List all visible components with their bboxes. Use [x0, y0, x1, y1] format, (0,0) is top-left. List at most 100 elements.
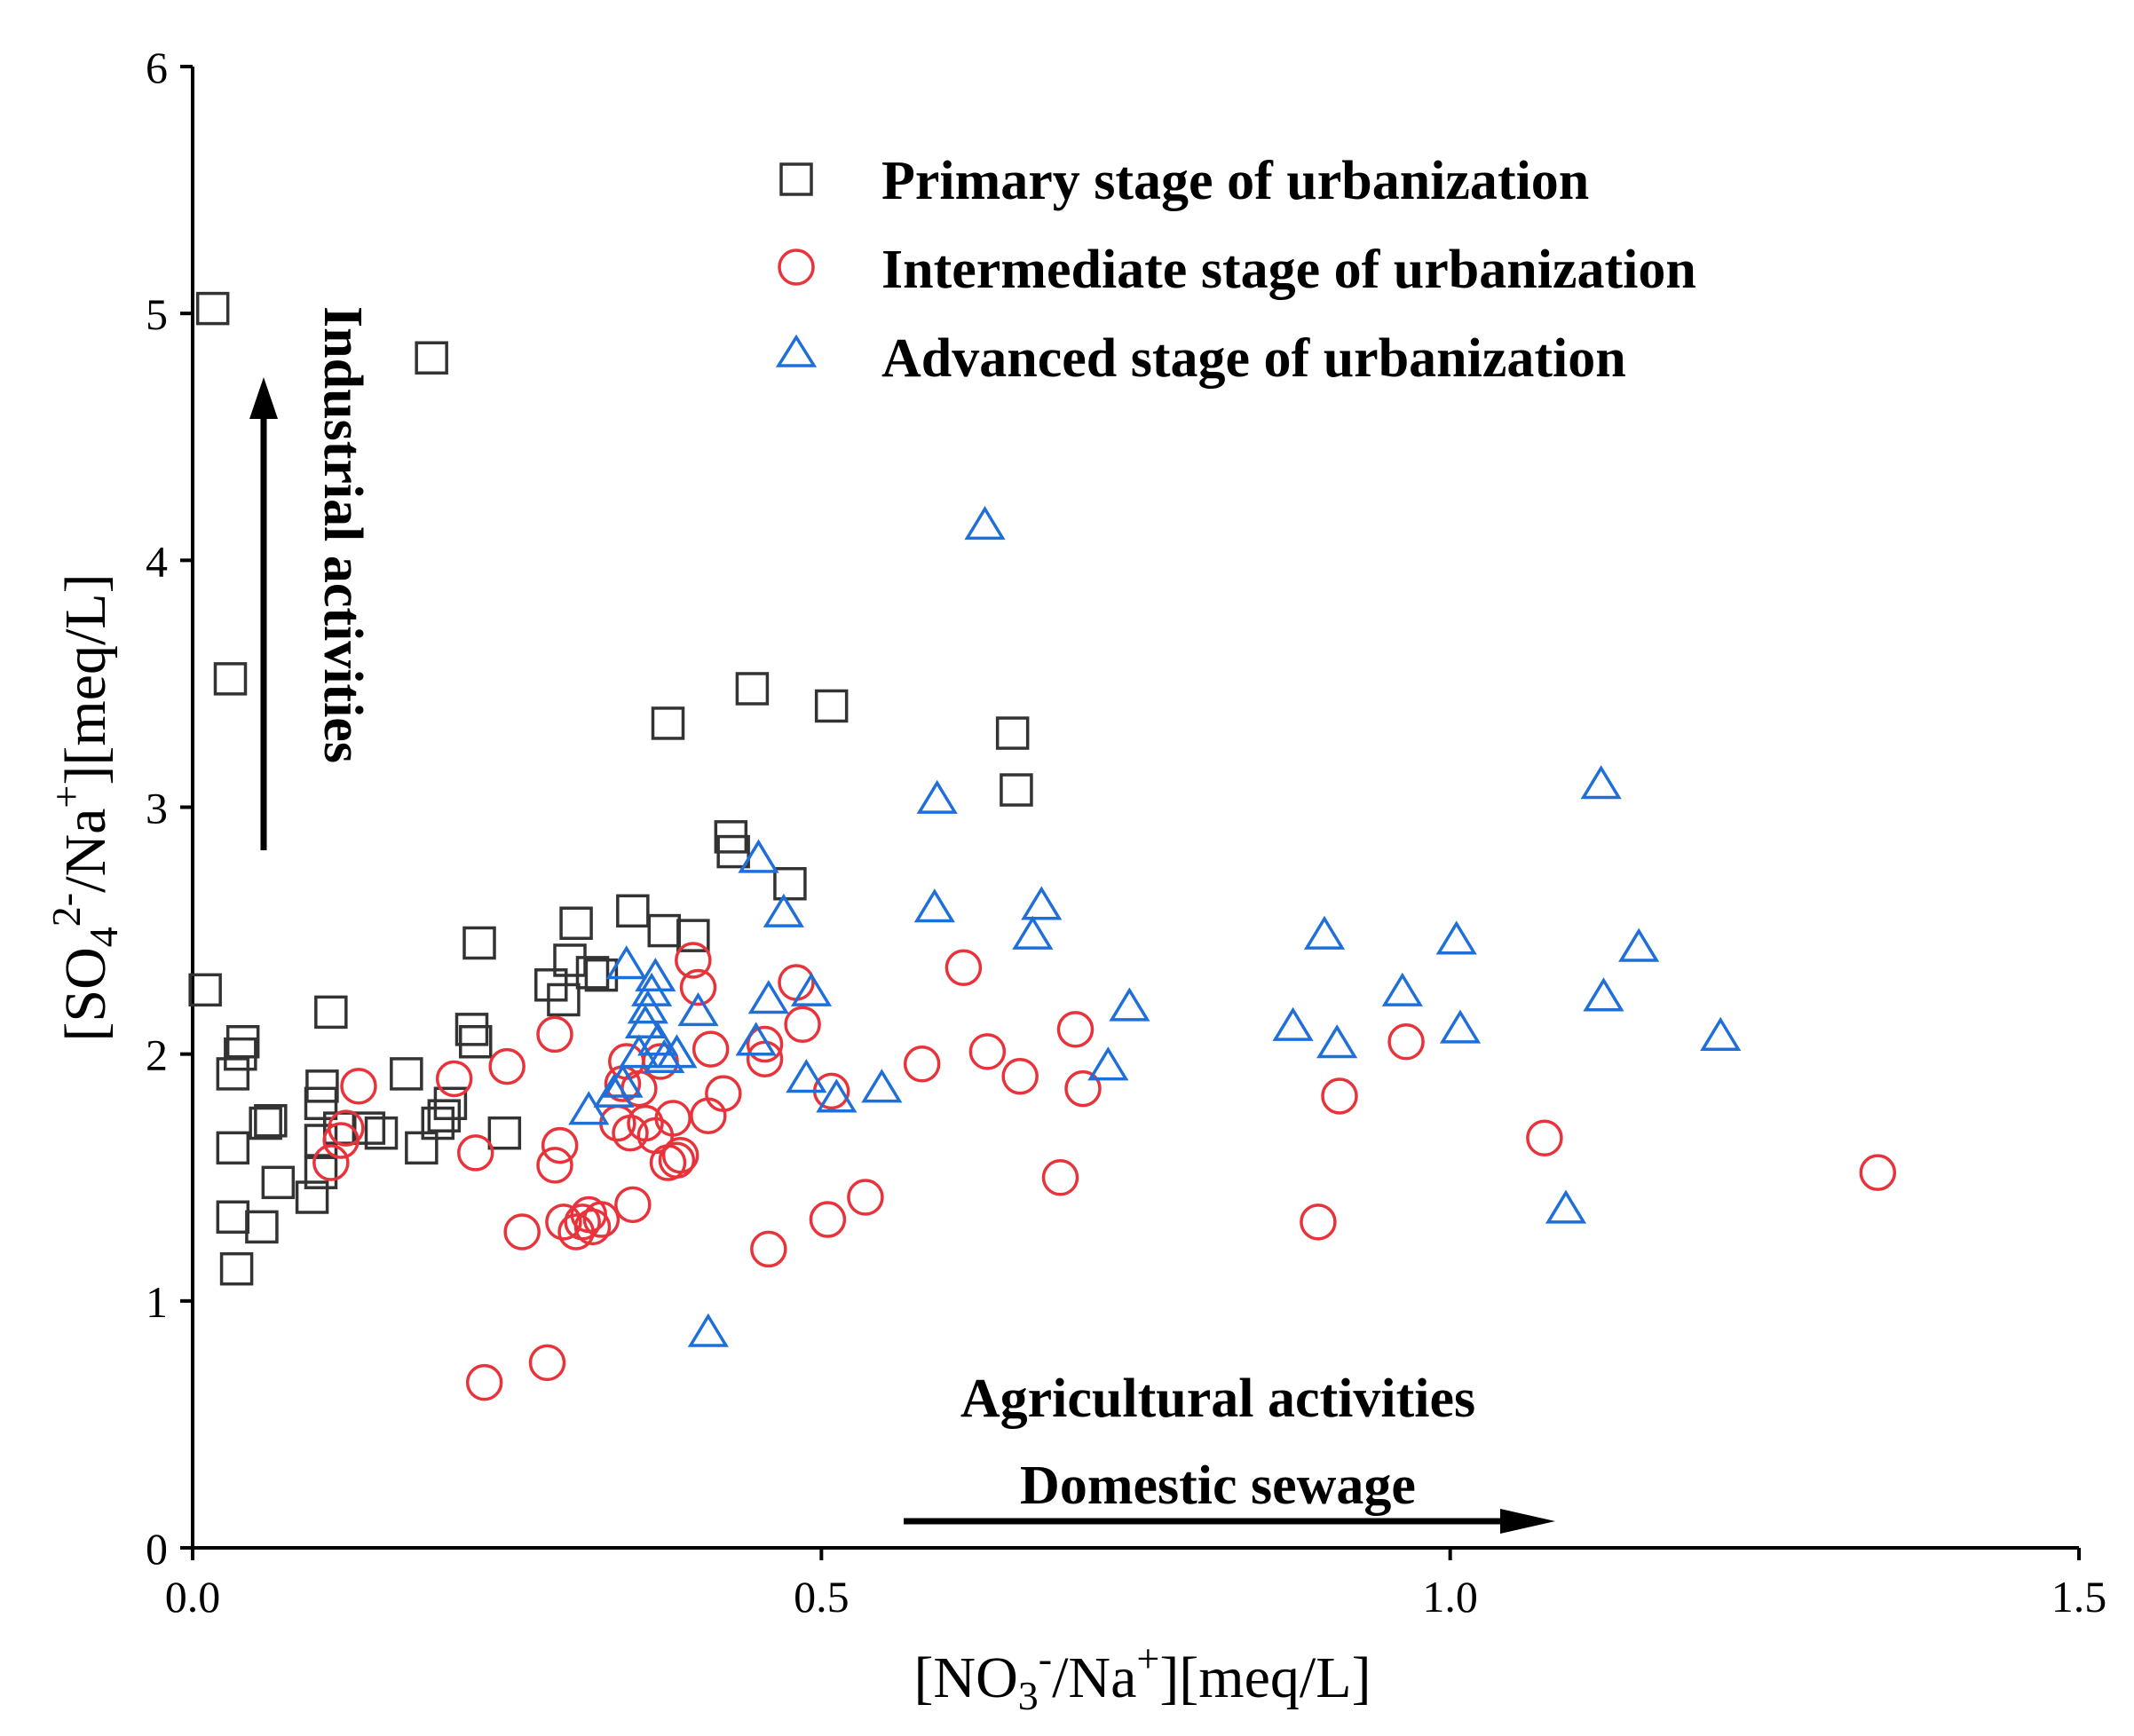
- data-point-triangle: [618, 1034, 660, 1069]
- data-point-triangle: [916, 779, 958, 814]
- data-point-triangle: [735, 1022, 777, 1056]
- data-point-square: [651, 706, 685, 740]
- data-point-circle: [528, 1344, 566, 1382]
- data-point-square: [415, 341, 448, 375]
- data-point-circle: [784, 1006, 821, 1044]
- data-point-circle: [541, 1126, 579, 1164]
- domestic-annotation: Domestic sewage: [1020, 1456, 1416, 1516]
- data-point-triangle: [1580, 765, 1622, 800]
- data-point-triangle: [786, 1059, 827, 1093]
- data-point-circle: [661, 1136, 699, 1174]
- data-point-circle: [903, 1046, 941, 1083]
- data-point-triangle: [687, 1313, 729, 1347]
- data-point-square: [676, 919, 710, 952]
- data-point-triangle: [635, 958, 676, 992]
- y-tick-label: 3: [146, 784, 168, 833]
- data-point-triangle: [913, 888, 955, 923]
- data-point-circle: [614, 1186, 652, 1224]
- data-point-circle: [536, 1147, 573, 1184]
- data-point-square: [295, 1180, 329, 1214]
- data-point-square: [188, 973, 222, 1007]
- data-point-square: [575, 956, 610, 990]
- data-point-circle: [944, 949, 983, 987]
- data-point-circle: [488, 1047, 526, 1085]
- data-point-triangle: [790, 972, 833, 1006]
- data-point-square: [213, 662, 248, 696]
- y-tick-label: 1: [146, 1277, 168, 1327]
- data-point-triangle: [1439, 1009, 1482, 1044]
- data-point-circle: [465, 1363, 503, 1401]
- data-point-circle: [847, 1179, 884, 1216]
- agricultural-annotation: Agricultural activities: [960, 1369, 1475, 1429]
- data-point-square: [195, 291, 230, 326]
- data-point-triangle: [816, 1078, 858, 1113]
- data-point-square: [462, 926, 496, 960]
- data-point-triangle: [627, 990, 668, 1024]
- data-point-triangle: [861, 1069, 903, 1103]
- data-point-circle: [692, 1030, 730, 1068]
- data-point-square: [454, 1013, 489, 1046]
- data-point-circle: [545, 1203, 582, 1241]
- data-point-square: [304, 1156, 338, 1189]
- data-point-circle: [627, 1104, 664, 1142]
- data-point-triangle: [605, 945, 647, 980]
- data-point-circle: [1859, 1154, 1897, 1191]
- data-point-triangle: [1316, 1024, 1358, 1059]
- data-point-circle: [1387, 1023, 1425, 1061]
- data-point-triangle: [1087, 1046, 1129, 1081]
- data-point-circle: [675, 942, 712, 979]
- data-point-circle: [328, 1109, 365, 1147]
- data-point-triangle: [1021, 886, 1063, 920]
- data-point-triangle: [677, 992, 719, 1027]
- data-point-circle: [1321, 1077, 1358, 1115]
- x-tick-label: 1.5: [2051, 1572, 2107, 1622]
- data-point-square: [773, 866, 807, 901]
- data-point-triangle: [656, 1034, 698, 1069]
- data-point-circle: [968, 1033, 1007, 1070]
- y-tick-label: 0: [146, 1524, 168, 1574]
- series-triangle: [568, 506, 1742, 1347]
- data-point-square: [224, 1037, 257, 1071]
- data-point-circle: [750, 1230, 787, 1268]
- data-point-square: [305, 1069, 339, 1103]
- data-point-square: [249, 1106, 282, 1140]
- data-point-square: [427, 1099, 462, 1132]
- data-point-triangle: [602, 1063, 644, 1098]
- industrial-arrow: [249, 377, 278, 850]
- data-point-circle: [658, 1141, 696, 1180]
- data-point-triangle: [593, 1073, 635, 1108]
- y-axis-title: [SO42-/Na+][meq/L]: [43, 573, 126, 1041]
- data-point-circle: [746, 1040, 784, 1077]
- data-point-triangle: [644, 1038, 685, 1073]
- data-point-square: [433, 1086, 468, 1121]
- data-point-triangle: [1012, 915, 1054, 950]
- data-point-square: [814, 689, 849, 723]
- data-point-circle: [435, 1060, 473, 1098]
- data-point-circle: [705, 1075, 742, 1112]
- data-point-triangle: [763, 893, 804, 927]
- data-point-circle: [1001, 1057, 1039, 1095]
- data-point-square: [459, 1025, 493, 1059]
- data-point-circle: [679, 968, 717, 1006]
- domestic-arrow: [904, 1509, 1555, 1534]
- data-point-square: [261, 1165, 296, 1200]
- data-point-circle: [654, 1100, 692, 1137]
- data-point-triangle: [1583, 977, 1624, 1012]
- data-point-square: [584, 958, 619, 992]
- data-point-triangle: [1618, 927, 1660, 962]
- x-tick-label: 0.0: [165, 1572, 221, 1622]
- data-point-square: [547, 982, 581, 1017]
- data-point-square: [219, 1251, 254, 1286]
- data-point-square: [995, 716, 1030, 750]
- data-point-square: [304, 1086, 338, 1121]
- data-point-circle: [746, 1025, 784, 1063]
- y-tick-label: 6: [146, 43, 168, 92]
- legend-label-intermediate: Intermediate stage of urbanization: [881, 240, 1696, 300]
- data-point-square: [487, 1116, 522, 1150]
- data-point-triangle: [1109, 987, 1150, 1022]
- series-circle: [312, 942, 1897, 1401]
- data-point-square: [216, 1131, 250, 1165]
- x-tick-label: 1.0: [1422, 1572, 1478, 1622]
- data-point-square: [559, 906, 593, 940]
